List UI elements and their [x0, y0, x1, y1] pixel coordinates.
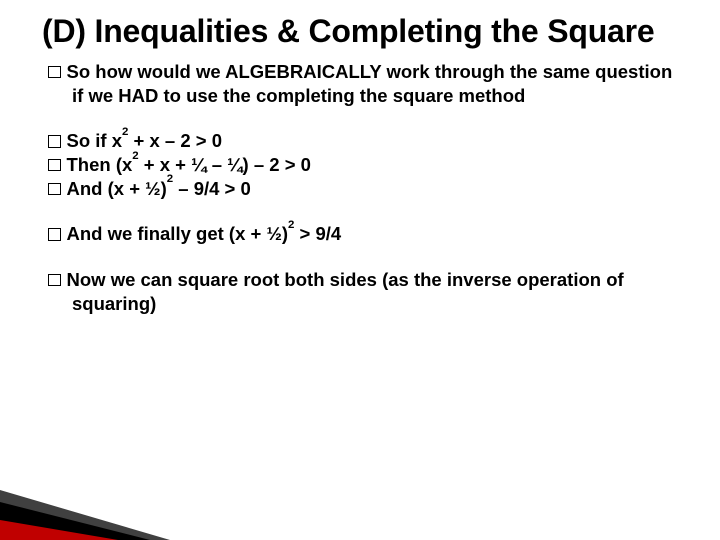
bullet-step-1: So if x2 + x – 2 > 0	[48, 129, 686, 153]
bullet-text-pre: And we finally get (x + ½)	[67, 223, 289, 244]
bullet-box-icon	[48, 159, 61, 172]
bullet-text: So how would we ALGEBRAICALLY work throu…	[67, 61, 673, 106]
corner-decoration	[0, 480, 170, 540]
slide-title: (D) Inequalities & Completing the Square	[42, 14, 686, 50]
bullet-text-pre: And (x + ½)	[67, 178, 167, 199]
bullet-text: Now we can square root both sides (as th…	[67, 269, 624, 314]
bullet-step-3: And (x + ½)2 – 9/4 > 0	[48, 177, 686, 201]
bullet-box-icon	[48, 183, 61, 196]
bullet-intro: So how would we ALGEBRAICALLY work throu…	[48, 60, 686, 107]
bullet-conclusion: Now we can square root both sides (as th…	[48, 268, 686, 315]
bullet-box-icon	[48, 66, 61, 79]
superscript-2: 2	[122, 126, 128, 138]
bullet-text-pre: Then (x	[67, 154, 133, 175]
bullet-text-post: > 9/4	[294, 223, 341, 244]
superscript-2: 2	[288, 219, 294, 231]
superscript-2: 2	[167, 173, 173, 185]
bullet-text-post: – 9/4 > 0	[173, 178, 251, 199]
superscript-2: 2	[132, 150, 138, 162]
bullet-result: And we finally get (x + ½)2 > 9/4	[48, 222, 686, 246]
bullet-box-icon	[48, 228, 61, 241]
slide-body: So how would we ALGEBRAICALLY work throu…	[42, 60, 686, 315]
bullet-box-icon	[48, 135, 61, 148]
bullet-box-icon	[48, 274, 61, 287]
bullet-text-post: + x + ¼ – ¼) – 2 > 0	[139, 154, 311, 175]
bullet-step-2: Then (x2 + x + ¼ – ¼) – 2 > 0	[48, 153, 686, 177]
bullet-text-pre: So if x	[67, 130, 123, 151]
slide: (D) Inequalities & Completing the Square…	[0, 0, 720, 540]
bullet-text-post: + x – 2 > 0	[128, 130, 222, 151]
